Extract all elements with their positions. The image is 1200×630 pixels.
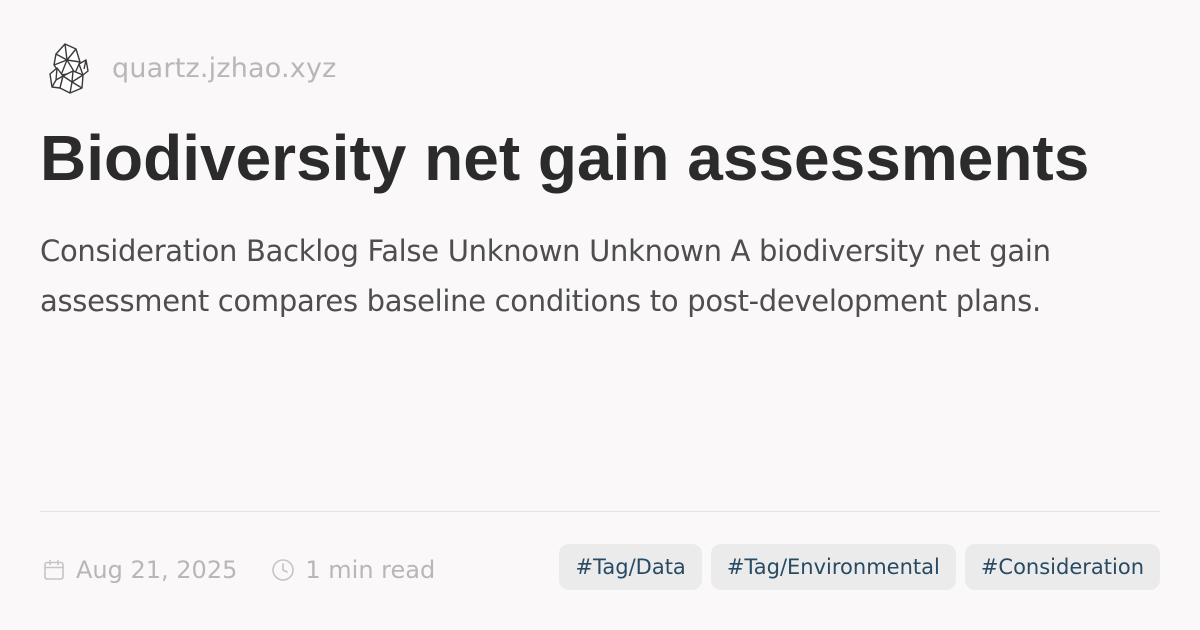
tag-environmental[interactable]: #Tag/Environmental: [710, 544, 956, 590]
site-header[interactable]: quartz.jzhao.xyz: [46, 40, 337, 96]
reading-time-meta: 1 min read: [271, 556, 435, 584]
page-title: Biodiversity net gain assessments: [40, 122, 1090, 194]
tag-data[interactable]: #Tag/Data: [559, 544, 702, 590]
site-name[interactable]: quartz.jzhao.xyz: [112, 52, 337, 84]
publish-date: Aug 21, 2025: [76, 556, 238, 584]
divider: [40, 511, 1160, 512]
date-meta: Aug 21, 2025: [42, 556, 237, 584]
crystal-logo-icon: [49, 43, 89, 94]
tag-list: #Tag/Data #Tag/Environmental #Considerat…: [559, 544, 1160, 590]
clock-icon: [272, 559, 295, 581]
tag-consideration[interactable]: #Consideration: [964, 544, 1160, 590]
calendar-icon: [44, 559, 64, 580]
reading-time: 1 min read: [305, 556, 436, 584]
page-meta: Aug 21, 2025 1 min read: [42, 550, 435, 590]
page-description: Consideration Backlog False Unknown Unkn…: [40, 234, 1051, 318]
